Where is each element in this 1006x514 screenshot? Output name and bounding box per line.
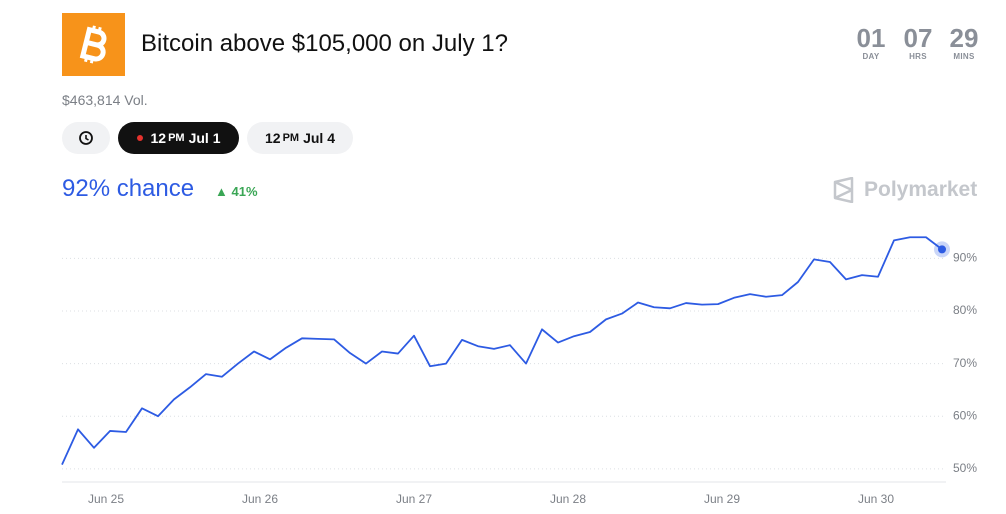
bitcoin-icon	[62, 13, 125, 76]
history-button[interactable]	[62, 122, 110, 154]
y-tick-label: 60%	[953, 408, 977, 422]
chance: 92% chance	[62, 175, 195, 202]
countdown-value: 01	[856, 23, 886, 53]
tab-date: Jul 1	[188, 130, 221, 146]
title: Bitcoin above $105,000 on July 1?	[141, 30, 508, 57]
countdown-value: 29	[949, 23, 979, 53]
countdown-unit: DAY	[862, 52, 880, 61]
tab-suffix: PM	[282, 132, 300, 144]
y-tick-label: 50%	[953, 461, 977, 475]
volume: $463,814 Vol.	[62, 92, 148, 108]
line	[61, 236, 943, 466]
live-dot	[136, 135, 143, 141]
x-tick-label: Jun 30	[858, 492, 894, 506]
change: ▲ 41%	[215, 184, 258, 199]
x-tick-label: Jun 26	[242, 492, 278, 506]
countdown: 01 DAY	[846, 24, 896, 61]
countdown-unit: MINS	[953, 52, 975, 61]
countdown: 07 HRS	[893, 24, 943, 61]
change-value: 41%	[231, 184, 258, 199]
tab-suffix: PM	[168, 132, 185, 144]
tab-date: Jul 4	[303, 130, 335, 146]
x-tick-label: Jun 27	[396, 492, 432, 506]
tab[interactable]: 12 PM Jul 4	[247, 122, 353, 154]
countdown: 29 MINS	[939, 24, 989, 61]
countdown-unit: HRS	[909, 52, 927, 61]
tab-active[interactable]: 12 PM Jul 1	[118, 122, 239, 154]
x-tick-label: Jun 29	[704, 492, 740, 506]
y-tick-label: 80%	[953, 303, 977, 317]
tab-time: 12	[150, 130, 167, 146]
brand-icon	[833, 177, 854, 203]
end-point	[938, 245, 946, 254]
y-tick-label: 90%	[953, 250, 977, 264]
y-tick-label: 70%	[953, 356, 977, 370]
countdown-value: 07	[903, 23, 933, 53]
x-tick-label: Jun 25	[88, 492, 124, 506]
x-tick-label: Jun 28	[550, 492, 586, 506]
history-icon	[79, 131, 93, 145]
brand: Polymarket	[864, 178, 978, 201]
tab-time: 12	[265, 130, 281, 146]
